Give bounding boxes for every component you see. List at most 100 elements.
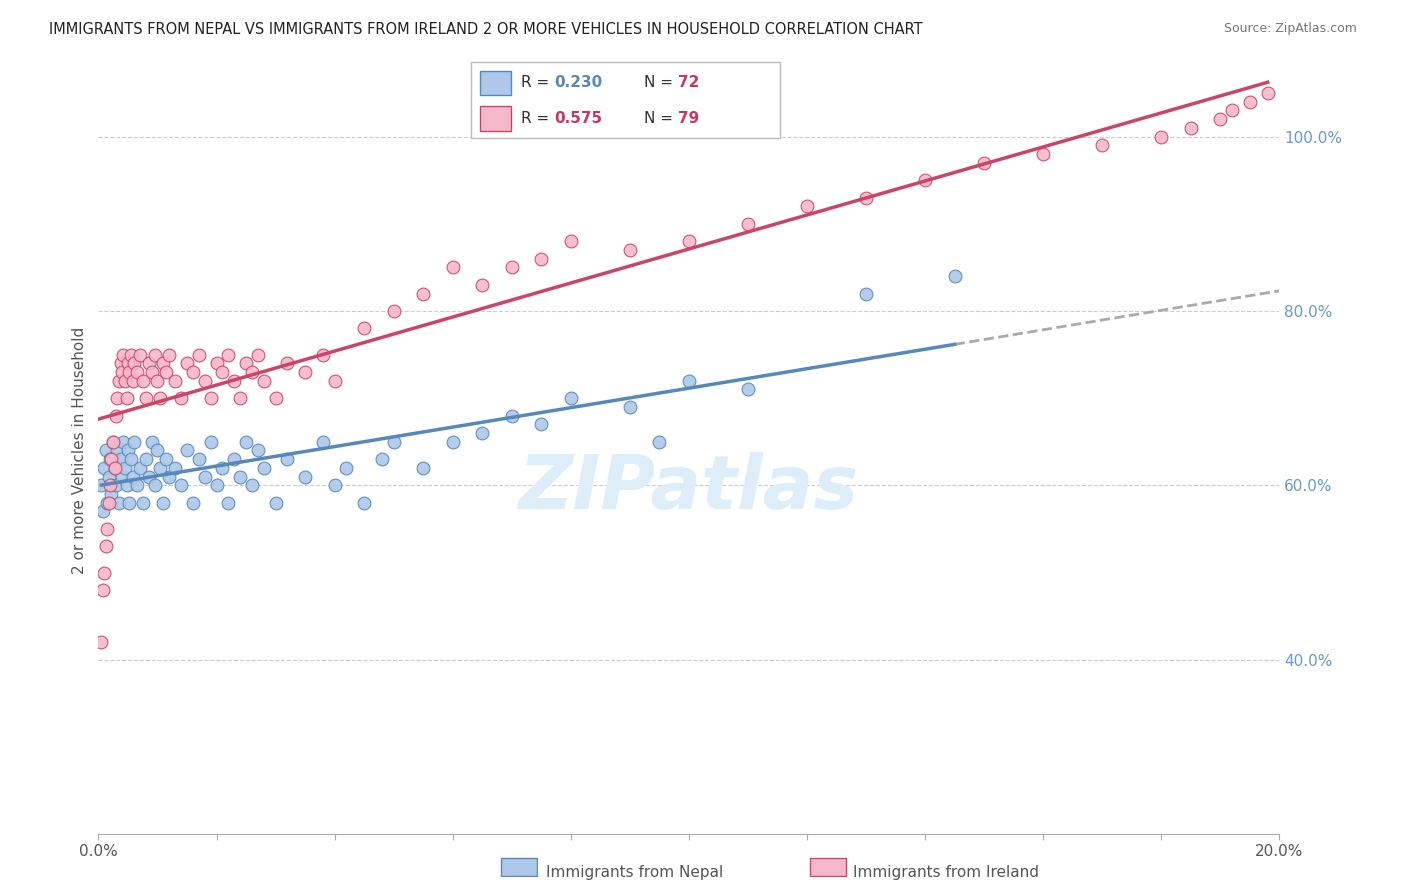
Point xyxy=(122,434,145,449)
Point xyxy=(146,443,169,458)
Point xyxy=(335,461,357,475)
Text: R =: R = xyxy=(520,111,554,126)
Point xyxy=(187,452,209,467)
Point xyxy=(114,374,136,388)
Point xyxy=(276,356,298,370)
Point xyxy=(264,391,287,405)
Point xyxy=(229,469,252,483)
Text: ZIPatlas: ZIPatlas xyxy=(519,452,859,525)
Point xyxy=(382,304,405,318)
Point xyxy=(90,478,112,492)
Point xyxy=(312,348,335,362)
Point xyxy=(96,522,118,536)
Point xyxy=(152,496,174,510)
Point xyxy=(138,356,160,370)
Point xyxy=(1257,86,1279,100)
Point xyxy=(118,496,141,510)
Point xyxy=(217,496,239,510)
Point xyxy=(240,365,263,379)
Text: 79: 79 xyxy=(678,111,700,126)
Point xyxy=(914,173,936,187)
Point xyxy=(855,191,877,205)
Point xyxy=(120,348,142,362)
Point xyxy=(323,374,346,388)
Point xyxy=(165,374,187,388)
Point xyxy=(1239,95,1261,109)
Point xyxy=(312,434,335,449)
Point xyxy=(229,391,252,405)
Point xyxy=(678,374,700,388)
Point xyxy=(176,356,198,370)
Point xyxy=(115,391,138,405)
Point xyxy=(125,478,148,492)
Point xyxy=(108,496,131,510)
Point xyxy=(128,461,150,475)
Text: Source: ZipAtlas.com: Source: ZipAtlas.com xyxy=(1223,22,1357,36)
Point xyxy=(205,478,228,492)
Point xyxy=(125,365,148,379)
Point xyxy=(122,356,145,370)
Point xyxy=(138,469,160,483)
Point xyxy=(560,234,582,248)
Point xyxy=(141,365,163,379)
Point xyxy=(353,496,375,510)
Point xyxy=(155,452,177,467)
Point xyxy=(264,496,287,510)
Point xyxy=(530,252,553,266)
Point xyxy=(471,425,494,440)
Text: N =: N = xyxy=(644,111,678,126)
Point xyxy=(181,365,204,379)
Point xyxy=(246,443,269,458)
Point xyxy=(115,478,138,492)
Point xyxy=(103,434,125,449)
Point xyxy=(91,504,114,518)
Point xyxy=(96,496,118,510)
Point xyxy=(648,434,671,449)
Point xyxy=(246,348,269,362)
Point xyxy=(157,469,180,483)
Point xyxy=(170,391,193,405)
Point xyxy=(187,348,209,362)
Point xyxy=(103,434,125,449)
Point xyxy=(1091,138,1114,153)
Bar xyxy=(481,106,512,130)
Point xyxy=(235,356,257,370)
Point xyxy=(111,365,134,379)
Point xyxy=(737,217,759,231)
Point xyxy=(235,434,257,449)
Text: 72: 72 xyxy=(678,76,700,90)
Point xyxy=(112,348,135,362)
Text: 0.575: 0.575 xyxy=(554,111,603,126)
Point xyxy=(157,348,180,362)
Point xyxy=(149,461,172,475)
Point xyxy=(93,566,115,580)
Y-axis label: 2 or more Vehicles in Household: 2 or more Vehicles in Household xyxy=(72,326,87,574)
Point xyxy=(165,461,187,475)
Point xyxy=(678,234,700,248)
Point xyxy=(93,461,115,475)
Point xyxy=(1220,103,1243,118)
Point xyxy=(114,461,136,475)
Point xyxy=(441,260,464,275)
Point xyxy=(194,374,217,388)
Point xyxy=(152,356,174,370)
Point xyxy=(441,434,464,449)
Point xyxy=(205,356,228,370)
Bar xyxy=(481,70,512,95)
Point xyxy=(501,409,523,423)
Point xyxy=(412,286,434,301)
Point xyxy=(253,374,276,388)
Point xyxy=(240,478,263,492)
Point xyxy=(253,461,276,475)
Point xyxy=(105,443,128,458)
Point xyxy=(121,374,143,388)
Point xyxy=(176,443,198,458)
Point xyxy=(217,348,239,362)
Point xyxy=(100,452,122,467)
Point xyxy=(135,452,157,467)
Point xyxy=(120,452,142,467)
Point xyxy=(973,155,995,169)
Point xyxy=(143,348,166,362)
Point xyxy=(1032,147,1054,161)
Text: 0.230: 0.230 xyxy=(554,76,603,90)
